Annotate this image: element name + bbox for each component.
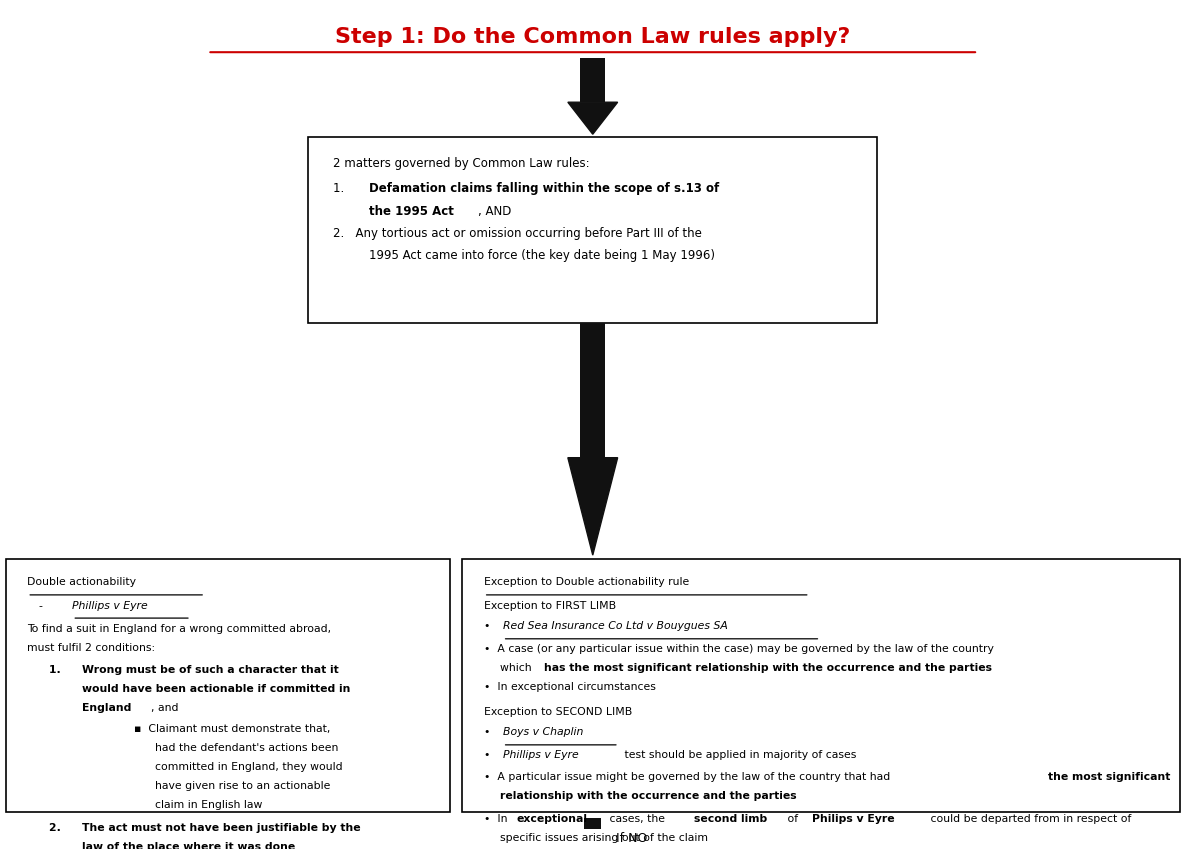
- Text: Phillips v Eyre: Phillips v Eyre: [72, 601, 148, 610]
- Text: cases, the: cases, the: [606, 813, 668, 824]
- Text: Exception to FIRST LIMB: Exception to FIRST LIMB: [484, 601, 616, 610]
- Text: which: which: [500, 663, 535, 672]
- FancyBboxPatch shape: [581, 323, 605, 458]
- FancyBboxPatch shape: [584, 818, 601, 841]
- Text: the 1995 Act: the 1995 Act: [368, 205, 454, 217]
- Text: the most significant: the most significant: [1048, 773, 1170, 782]
- Text: Red Sea Insurance Co Ltd v Bouygues SA: Red Sea Insurance Co Ltd v Bouygues SA: [503, 621, 727, 632]
- Text: 1.: 1.: [334, 183, 355, 195]
- Polygon shape: [568, 102, 618, 134]
- FancyBboxPatch shape: [308, 137, 877, 323]
- Text: have given rise to an actionable: have given rise to an actionable: [155, 781, 331, 791]
- Text: The act must not have been justifiable by the: The act must not have been justifiable b…: [82, 823, 360, 833]
- Text: 2.: 2.: [49, 823, 68, 833]
- Text: committed in England, they would: committed in England, they would: [155, 762, 343, 773]
- Text: •: •: [484, 621, 497, 632]
- Text: , and: , and: [150, 704, 178, 713]
- Polygon shape: [568, 458, 618, 555]
- Text: of: of: [784, 813, 802, 824]
- Text: Defamation claims falling within the scope of s.13 of: Defamation claims falling within the sco…: [368, 183, 719, 195]
- Text: •  In: • In: [484, 813, 511, 824]
- FancyBboxPatch shape: [581, 58, 605, 102]
- Text: •  A particular issue might be governed by the law of the country that had: • A particular issue might be governed b…: [484, 773, 894, 782]
- Text: must fulfil 2 conditions:: must fulfil 2 conditions:: [28, 643, 155, 653]
- Text: test should be applied in majority of cases: test should be applied in majority of ca…: [622, 750, 857, 760]
- Text: would have been actionable if committed in: would have been actionable if committed …: [82, 684, 350, 694]
- Text: •: •: [484, 728, 497, 738]
- Text: , AND: , AND: [478, 205, 511, 217]
- Text: 1.: 1.: [49, 666, 68, 675]
- Text: claim in English law: claim in English law: [155, 801, 263, 810]
- Text: Double actionability: Double actionability: [28, 577, 137, 588]
- Polygon shape: [576, 841, 610, 849]
- Text: specific issues arising out of the claim: specific issues arising out of the claim: [500, 833, 708, 843]
- FancyBboxPatch shape: [462, 559, 1180, 812]
- Text: Exception to SECOND LIMB: Exception to SECOND LIMB: [484, 706, 632, 717]
- Text: To find a suit in England for a wrong committed abroad,: To find a suit in England for a wrong co…: [28, 624, 331, 634]
- Text: Phillips v Eyre: Phillips v Eyre: [503, 750, 578, 760]
- Text: Wrong must be of such a character that it: Wrong must be of such a character that i…: [82, 666, 338, 675]
- Text: Boys v Chaplin: Boys v Chaplin: [503, 728, 583, 738]
- Text: law of the place where it was done: law of the place where it was done: [82, 842, 295, 849]
- Text: second limb: second limb: [694, 813, 767, 824]
- Text: •  In exceptional circumstances: • In exceptional circumstances: [484, 682, 655, 692]
- Text: exceptional: exceptional: [517, 813, 588, 824]
- Text: Philips v Eyre: Philips v Eyre: [812, 813, 895, 824]
- Text: Step 1: Do the Common Law rules apply?: Step 1: Do the Common Law rules apply?: [335, 27, 851, 48]
- Text: Exception to Double actionability rule: Exception to Double actionability rule: [484, 577, 689, 588]
- Text: -: -: [40, 601, 54, 610]
- Text: has the most significant relationship with the occurrence and the parties: has the most significant relationship wi…: [544, 663, 992, 672]
- Text: relationship with the occurrence and the parties: relationship with the occurrence and the…: [500, 791, 797, 801]
- Text: If NO: If NO: [617, 832, 648, 845]
- FancyBboxPatch shape: [6, 559, 450, 812]
- Text: 1995 Act came into force (the key date being 1 May 1996): 1995 Act came into force (the key date b…: [368, 250, 715, 262]
- Text: •  A case (or any particular issue within the case) may be governed by the law o: • A case (or any particular issue within…: [484, 644, 994, 654]
- Text: 2.   Any tortious act or omission occurring before Part III of the: 2. Any tortious act or omission occurrin…: [334, 227, 702, 240]
- Text: could be departed from in respect of: could be departed from in respect of: [928, 813, 1132, 824]
- Text: 2 matters governed by Common Law rules:: 2 matters governed by Common Law rules:: [334, 157, 589, 171]
- Text: ▪  Claimant must demonstrate that,: ▪ Claimant must demonstrate that,: [134, 724, 330, 734]
- Text: England: England: [82, 704, 131, 713]
- Text: •: •: [484, 750, 497, 760]
- Text: had the defendant's actions been: had the defendant's actions been: [155, 743, 338, 753]
